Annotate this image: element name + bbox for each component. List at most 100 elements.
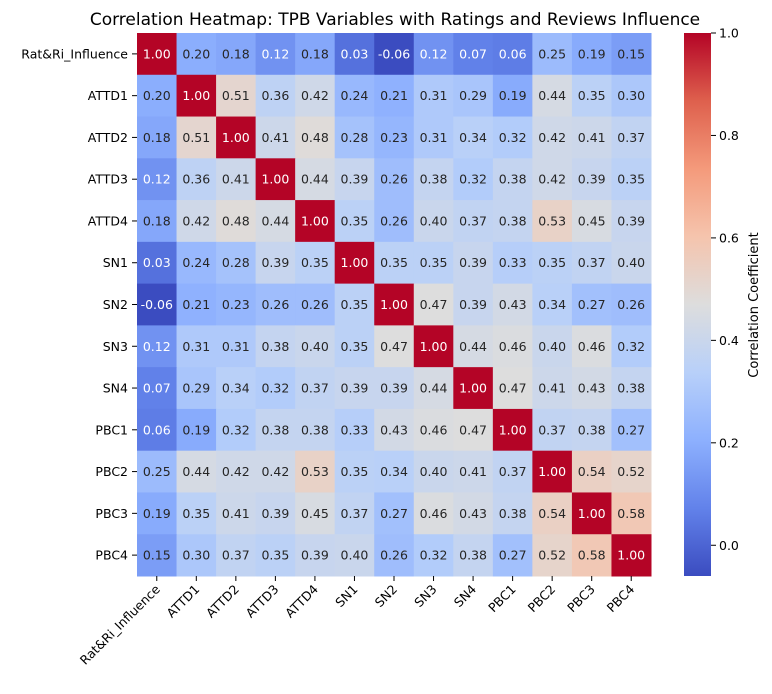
heatmap-cell-pbc2-attd3 (255, 450, 296, 493)
x-tick-label-attd1: ATTD1 (163, 582, 202, 621)
cell-label-attd2-attd3: 0.41 (261, 130, 289, 145)
cell-label-sn3-pbc2: 0.40 (538, 339, 566, 354)
heatmap-cell-attd1-sn4 (453, 74, 494, 118)
heatmap-cell-sn2-sn1 (334, 283, 375, 326)
cell-label-attd3-attd3: 1.00 (261, 172, 289, 187)
y-tick-label-sn1: SN1 (103, 255, 128, 270)
cell-label-pbc3-sn1: 0.37 (341, 506, 369, 521)
heatmap-cell-sn2-pbc3 (571, 283, 612, 326)
cell-label-sn2-pbc1: 0.43 (499, 297, 527, 312)
heatmap-cell-sn1-sn3 (413, 241, 454, 285)
cell-label-attd1-pbc2: 0.44 (538, 88, 566, 103)
y-axis: Rat&Ri_Influence ATTD1 ATTD2 ATTD3 ATTD4 SN1 S… (21, 46, 137, 563)
heatmap-cell-sn3-attd4 (295, 325, 336, 368)
cell-label-attd2-attd4: 0.48 (301, 130, 329, 145)
cell-label-sn1-rat-ri-influence: 0.03 (143, 255, 171, 270)
cell-label-pbc2-attd3: 0.42 (261, 464, 289, 479)
heatmap-cell-sn4-attd4 (295, 367, 336, 410)
colorbar-tick-label: 1.0 (719, 26, 739, 41)
cell-label-rat-ri-influence-attd3: 0.12 (261, 46, 289, 61)
cell-label-pbc2-attd2: 0.42 (222, 464, 250, 479)
x-tick-label-pbc1: PBC1 (485, 582, 519, 616)
cell-label-pbc3-attd1: 0.35 (182, 506, 210, 521)
cell-label-rat-ri-influence-pbc2: 0.25 (538, 46, 566, 61)
cell-label-pbc3-sn4: 0.43 (459, 506, 487, 521)
cell-label-pbc2-attd4: 0.53 (301, 464, 329, 479)
heatmap-cell-rat-ri-influence-attd3 (255, 33, 296, 76)
cell-label-pbc3-attd3: 0.39 (261, 506, 289, 521)
heatmap-cell-pbc1-rat-ri-influence (137, 408, 178, 452)
cell-label-pbc2-sn1: 0.35 (341, 464, 369, 479)
heatmap-cell-pbc1-attd2 (216, 408, 257, 452)
cell-label-attd4-pbc2: 0.53 (538, 213, 566, 228)
cell-label-attd4-attd1: 0.42 (182, 213, 210, 228)
heatmap-cell-rat-ri-influence-rat-ri-influence (137, 33, 178, 76)
cell-label-sn1-pbc1: 0.33 (499, 255, 527, 270)
y-tick-label-attd3: ATTD3 (88, 172, 128, 187)
cell-label-attd4-rat-ri-influence: 0.18 (143, 213, 171, 228)
heatmap-cell-sn2-sn3 (413, 283, 454, 326)
cell-label-pbc4-pbc3: 0.58 (578, 548, 606, 563)
heatmap-cells (137, 33, 652, 577)
cell-label-rat-ri-influence-attd2: 0.18 (222, 46, 250, 61)
heatmap-cell-sn2-sn4 (453, 283, 494, 326)
heatmap-cell-sn1-sn2 (374, 241, 415, 285)
heatmap-cell-pbc1-attd3 (255, 408, 296, 452)
heatmap-cell-sn1-attd2 (216, 241, 257, 285)
heatmap-cell-pbc3-pbc1 (492, 492, 533, 535)
heatmap-cell-attd3-pbc4 (611, 158, 652, 201)
y-tick-label-sn4: SN4 (103, 381, 128, 396)
cell-label-attd3-sn4: 0.32 (459, 172, 487, 187)
cell-label-sn2-pbc4: 0.26 (617, 297, 645, 312)
cell-label-attd3-rat-ri-influence: 0.12 (143, 172, 171, 187)
cell-label-sn3-sn2: 0.47 (380, 339, 408, 354)
heatmap-cell-sn4-sn2 (374, 367, 415, 410)
cell-label-sn1-attd1: 0.24 (182, 255, 210, 270)
heatmap-cell-attd3-attd3 (255, 158, 296, 201)
cell-label-rat-ri-influence-pbc4: 0.15 (617, 46, 645, 61)
cell-label-sn3-pbc3: 0.46 (578, 339, 606, 354)
x-tick-label-attd3: ATTD3 (242, 582, 281, 621)
heatmap-cell-pbc3-attd1 (176, 492, 217, 535)
heatmap-cell-sn1-rat-ri-influence (137, 241, 178, 285)
heatmap-cell-sn3-sn3 (413, 325, 454, 368)
cell-label-sn4-attd1: 0.29 (182, 381, 210, 396)
cell-label-sn3-pbc4: 0.32 (617, 339, 645, 354)
cell-label-attd2-pbc3: 0.41 (578, 130, 606, 145)
heatmap-cell-sn4-sn3 (413, 367, 454, 410)
heatmap-cell-attd1-pbc4 (611, 74, 652, 118)
heatmap-cell-sn3-sn4 (453, 325, 494, 368)
cell-label-attd1-pbc3: 0.35 (578, 88, 606, 103)
cell-label-sn4-sn1: 0.39 (341, 381, 369, 396)
heatmap-cell-pbc4-sn4 (453, 534, 494, 577)
cell-label-attd4-sn1: 0.35 (341, 213, 369, 228)
cell-label-attd4-sn2: 0.26 (380, 213, 408, 228)
heatmap-cell-pbc1-pbc4 (611, 408, 652, 452)
heatmap-cell-rat-ri-influence-pbc4 (611, 33, 652, 76)
heatmap-cell-attd4-pbc2 (532, 200, 573, 243)
heatmap-cell-attd4-attd2 (216, 200, 257, 243)
cell-label-sn1-sn4: 0.39 (459, 255, 487, 270)
cell-label-sn2-attd2: 0.23 (222, 297, 250, 312)
heatmap-cell-sn3-pbc3 (571, 325, 612, 368)
y-tick-label-pbc3: PBC3 (95, 506, 128, 521)
heatmap-cell-attd2-sn4 (453, 116, 494, 159)
cell-label-pbc4-sn4: 0.38 (459, 548, 487, 563)
cell-label-pbc3-sn3: 0.46 (420, 506, 448, 521)
heatmap-cell-attd4-attd1 (176, 200, 217, 243)
cell-label-pbc1-sn3: 0.46 (420, 422, 448, 437)
heatmap-cell-sn3-attd1 (176, 325, 217, 368)
heatmap-cell-pbc3-sn4 (453, 492, 494, 535)
cell-label-sn2-attd1: 0.21 (182, 297, 210, 312)
cell-label-sn3-sn4: 0.44 (459, 339, 487, 354)
heatmap-cell-rat-ri-influence-pbc1 (492, 33, 533, 76)
cell-label-pbc2-attd1: 0.44 (182, 464, 210, 479)
cell-label-sn4-attd3: 0.32 (261, 381, 289, 396)
heatmap-cell-sn2-rat-ri-influence (137, 283, 178, 326)
cell-label-sn2-sn1: 0.35 (341, 297, 369, 312)
cell-label-pbc3-attd4: 0.45 (301, 506, 329, 521)
heatmap-cell-attd1-sn1 (334, 74, 375, 118)
heatmap-cell-pbc1-sn1 (334, 408, 375, 452)
heatmap-cell-attd1-sn3 (413, 74, 454, 118)
